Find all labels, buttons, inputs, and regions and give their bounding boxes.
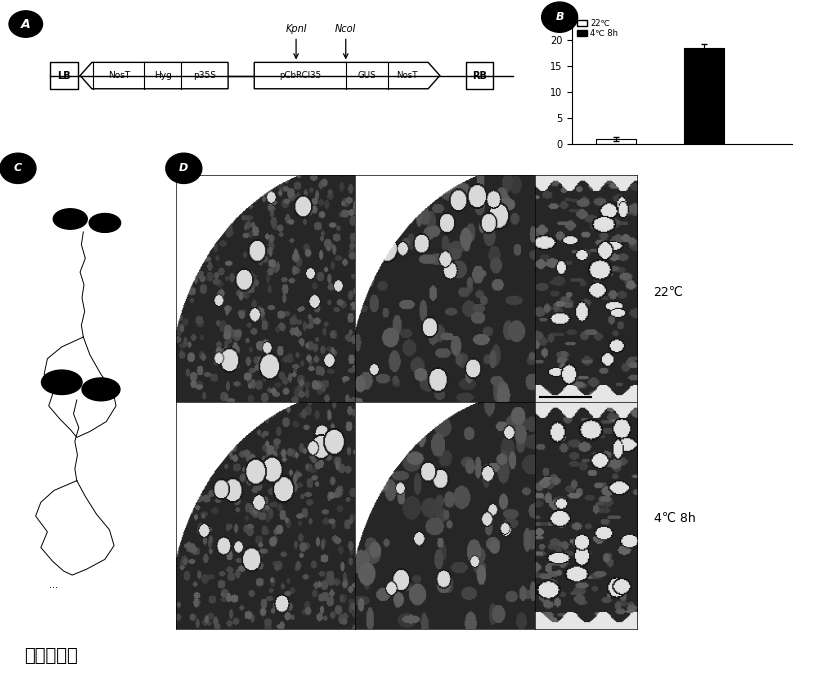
- Ellipse shape: [42, 370, 82, 394]
- Ellipse shape: [53, 209, 87, 229]
- Text: Hyg: Hyg: [154, 71, 172, 80]
- Text: 幼苗根茎叶: 幼苗根茎叶: [25, 647, 78, 665]
- Legend: 22℃, 4℃ 8h: 22℃, 4℃ 8h: [576, 18, 619, 39]
- Bar: [466, 63, 493, 89]
- Text: NcoI: NcoI: [335, 23, 356, 34]
- Text: C: C: [14, 164, 22, 173]
- Bar: [51, 63, 78, 89]
- Text: 22℃: 22℃: [654, 286, 683, 298]
- Bar: [596, 139, 636, 144]
- Text: A: A: [21, 18, 30, 30]
- Text: RB: RB: [472, 71, 487, 80]
- Ellipse shape: [89, 214, 121, 232]
- Text: NosT: NosT: [108, 71, 130, 80]
- Circle shape: [9, 11, 42, 37]
- Bar: [685, 47, 724, 144]
- Text: KpnI: KpnI: [285, 23, 307, 34]
- Text: pCbRCI35: pCbRCI35: [279, 71, 321, 80]
- Text: B: B: [556, 12, 564, 22]
- Ellipse shape: [82, 378, 120, 401]
- Text: 4℃ 8h: 4℃ 8h: [654, 513, 695, 525]
- Text: ...: ...: [49, 580, 59, 590]
- Text: GUS: GUS: [357, 71, 376, 80]
- Text: D: D: [179, 164, 189, 173]
- Text: LB: LB: [57, 71, 71, 80]
- Text: p35S: p35S: [193, 71, 216, 80]
- Text: NosT: NosT: [396, 71, 418, 80]
